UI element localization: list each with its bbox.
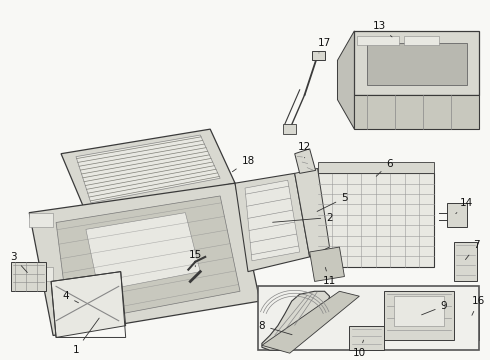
Polygon shape	[404, 36, 439, 45]
Text: 12: 12	[298, 142, 311, 158]
Text: 1: 1	[73, 318, 99, 355]
Polygon shape	[61, 129, 235, 213]
Polygon shape	[11, 262, 46, 291]
Polygon shape	[354, 31, 479, 95]
Text: 11: 11	[323, 267, 336, 287]
Polygon shape	[368, 43, 467, 85]
Polygon shape	[29, 213, 53, 228]
Polygon shape	[338, 31, 354, 129]
Polygon shape	[394, 296, 444, 326]
Text: 9: 9	[421, 301, 447, 315]
Polygon shape	[310, 247, 344, 282]
Polygon shape	[86, 213, 200, 291]
Text: 15: 15	[189, 250, 202, 267]
Polygon shape	[349, 326, 384, 350]
Text: 17: 17	[318, 38, 331, 53]
Polygon shape	[318, 162, 434, 174]
Text: 14: 14	[456, 198, 473, 214]
Polygon shape	[312, 50, 324, 60]
Polygon shape	[294, 149, 316, 174]
Text: 8: 8	[259, 321, 292, 335]
Text: 7: 7	[466, 240, 480, 260]
Polygon shape	[294, 168, 329, 257]
Polygon shape	[354, 95, 479, 129]
Ellipse shape	[460, 295, 478, 301]
Text: 5: 5	[317, 193, 348, 211]
Polygon shape	[29, 267, 53, 282]
Polygon shape	[357, 36, 399, 45]
Polygon shape	[235, 174, 310, 272]
Text: 4: 4	[63, 291, 78, 303]
Polygon shape	[459, 296, 479, 341]
Polygon shape	[283, 124, 295, 134]
Text: 10: 10	[353, 340, 366, 358]
Text: 6: 6	[376, 158, 392, 176]
Polygon shape	[384, 291, 454, 341]
Polygon shape	[245, 180, 300, 261]
Text: 3: 3	[10, 252, 27, 273]
Polygon shape	[51, 272, 125, 337]
Text: 16: 16	[472, 296, 485, 315]
Text: 2: 2	[272, 212, 333, 222]
Polygon shape	[56, 196, 240, 324]
Text: 18: 18	[232, 156, 255, 172]
Polygon shape	[262, 291, 359, 353]
Polygon shape	[262, 291, 329, 350]
Polygon shape	[318, 174, 434, 267]
FancyBboxPatch shape	[258, 286, 479, 350]
Polygon shape	[29, 183, 260, 336]
Polygon shape	[447, 203, 467, 228]
Polygon shape	[76, 135, 220, 203]
Text: 13: 13	[372, 21, 392, 37]
Polygon shape	[454, 242, 477, 282]
